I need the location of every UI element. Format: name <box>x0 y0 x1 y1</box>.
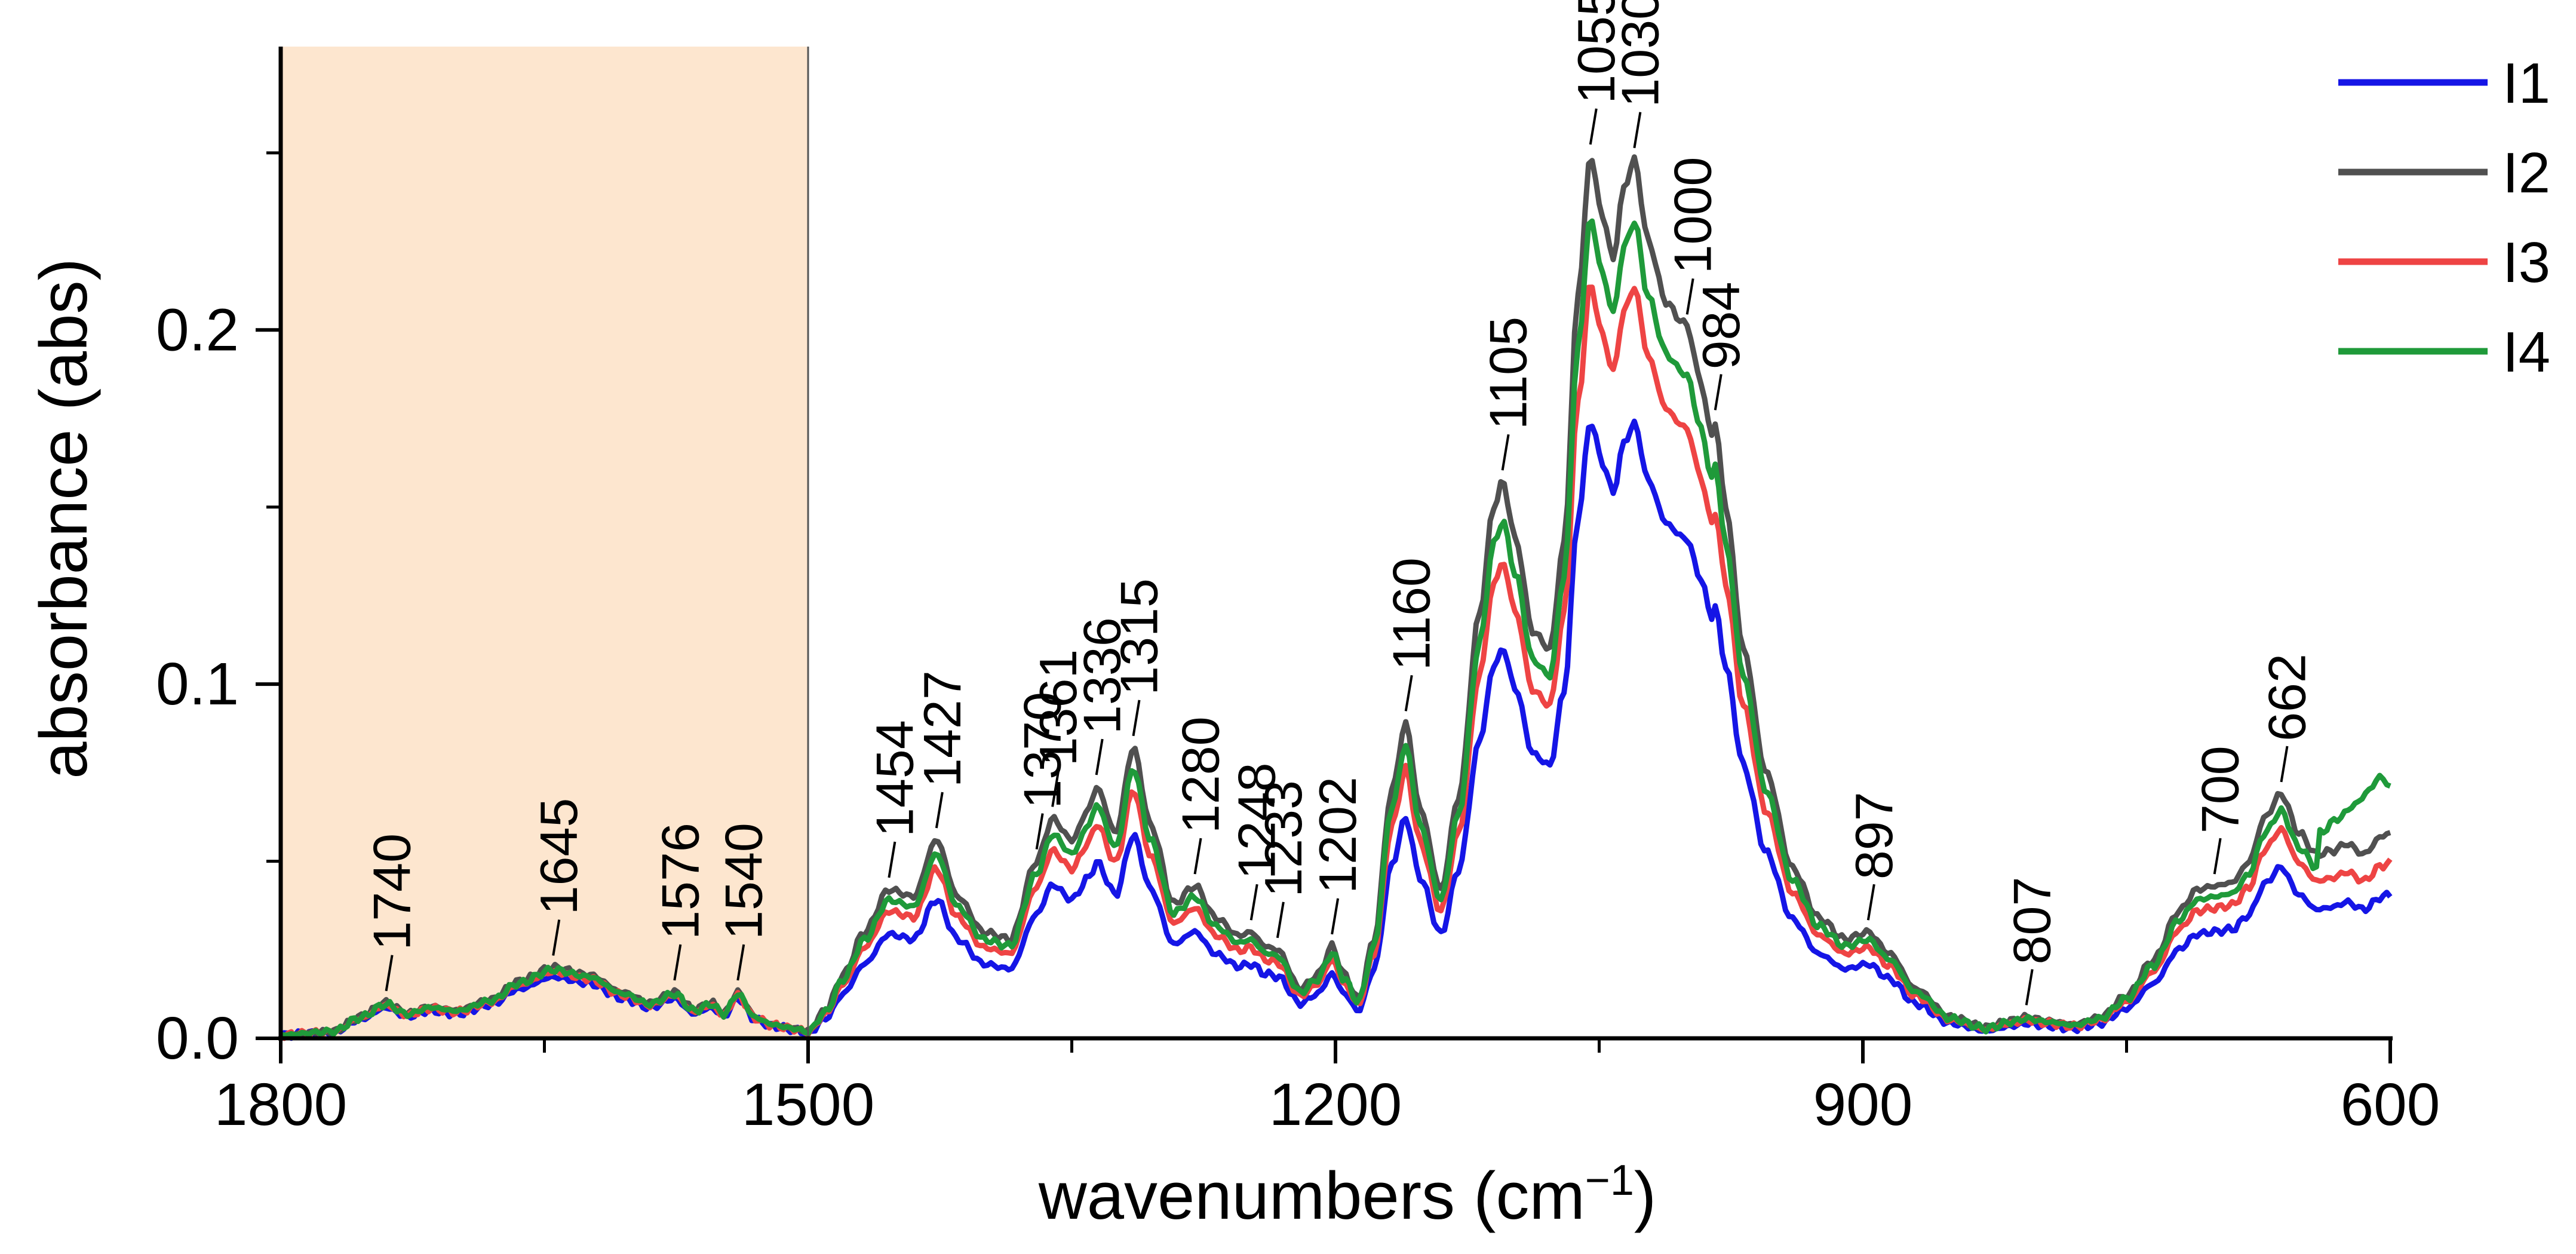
legend-label-i3: I3 <box>2503 231 2550 295</box>
peak-label-1361: 1361 <box>1028 649 1088 766</box>
peak-leader-1105 <box>1501 434 1510 471</box>
peak-label-807: 807 <box>2003 877 2062 965</box>
peak-label-1315: 1315 <box>1110 578 1169 695</box>
x-axis-title-close: ) <box>1634 1158 1656 1233</box>
x-tick-label: 1200 <box>1269 1071 1402 1138</box>
peak-label-1000: 1000 <box>1663 157 1723 274</box>
y-axis-title: absorbance (abs) <box>26 258 101 779</box>
peak-leader-1233 <box>1276 902 1285 939</box>
series-line-i1 <box>278 418 2393 1041</box>
peak-label-1030: 1030 <box>1610 0 1669 108</box>
peak-leader-984 <box>1714 374 1723 410</box>
peak-leader-1160 <box>1404 675 1413 712</box>
peak-label-1233: 1233 <box>1254 780 1313 897</box>
legend-label-i4: I4 <box>2503 320 2550 384</box>
axes: 1800 1500 1200 900 600 0.0 0.1 0.2 <box>156 47 2440 1138</box>
peak-leader-1000 <box>1685 278 1694 315</box>
peak-label-897: 897 <box>1844 792 1903 879</box>
peak-leader-662 <box>2280 746 2289 783</box>
peak-label-984: 984 <box>1691 282 1751 370</box>
peak-label-1740: 1740 <box>363 833 422 951</box>
peak-leader-1454 <box>888 841 896 878</box>
peak-leader-1540 <box>736 944 745 981</box>
x-axis-title-superscript: −1 <box>1585 1157 1634 1204</box>
series-layer <box>278 154 2393 1041</box>
x-tick-label: 600 <box>2341 1071 2440 1138</box>
peak-leader-1370 <box>1035 813 1044 850</box>
peak-label-1202: 1202 <box>1308 777 1367 894</box>
peak-leader-1280 <box>1193 838 1202 875</box>
peak-label-1280: 1280 <box>1171 716 1230 833</box>
peak-leader-1361 <box>1051 771 1060 807</box>
x-tick-label: 1800 <box>214 1071 347 1138</box>
y-tick-label: 0.1 <box>156 651 239 718</box>
peak-leader-1336 <box>1095 738 1104 775</box>
y-tick-label: 0.0 <box>156 1005 239 1072</box>
y-tick-label: 0.2 <box>156 296 239 363</box>
x-axis-title: wavenumbers (cm−1) <box>1038 1157 1656 1233</box>
peak-leader-1576 <box>673 944 682 981</box>
peak-label-1645: 1645 <box>529 798 588 915</box>
peak-leader-1055 <box>1589 108 1598 145</box>
peak-label-1427: 1427 <box>913 670 972 787</box>
peak-leader-1427 <box>935 792 944 829</box>
peak-label-700: 700 <box>2191 746 2250 833</box>
peak-label-1454: 1454 <box>865 720 924 837</box>
legend-label-i1: I1 <box>2503 51 2550 115</box>
legend: I1 I2 I3 I4 <box>2338 51 2550 384</box>
peak-leader-807 <box>2025 969 2034 1005</box>
peak-label-1055: 1055 <box>1567 0 1626 104</box>
peak-label-1105: 1105 <box>1479 317 1538 430</box>
legend-label-i2: I2 <box>2503 141 2550 205</box>
x-tick-label: 900 <box>1813 1071 1913 1138</box>
peak-label-662: 662 <box>2258 654 2317 741</box>
peak-label-1336: 1336 <box>1073 617 1132 734</box>
peak-leader-1315 <box>1132 700 1141 737</box>
peak-label-1248: 1248 <box>1227 762 1287 879</box>
series-line-i4 <box>280 218 2391 1038</box>
peak-leader-1202 <box>1331 898 1340 935</box>
shaded-region <box>281 47 808 1038</box>
peak-leader-1248 <box>1249 884 1258 921</box>
peak-label-1540: 1540 <box>714 823 773 940</box>
peak-label-1370: 1370 <box>1013 692 1072 809</box>
peak-leader-1030 <box>1633 112 1642 149</box>
peak-leader-1740 <box>385 955 394 992</box>
peak-label-1160: 1160 <box>1382 557 1441 670</box>
peak-leader-700 <box>2213 838 2222 875</box>
x-tick-label: 1500 <box>742 1071 874 1138</box>
peak-label-1576: 1576 <box>650 823 710 940</box>
peak-leader-1645 <box>552 919 561 956</box>
x-axis-title-main: wavenumbers (cm <box>1038 1158 1585 1233</box>
peak-leader-897 <box>1866 884 1875 921</box>
